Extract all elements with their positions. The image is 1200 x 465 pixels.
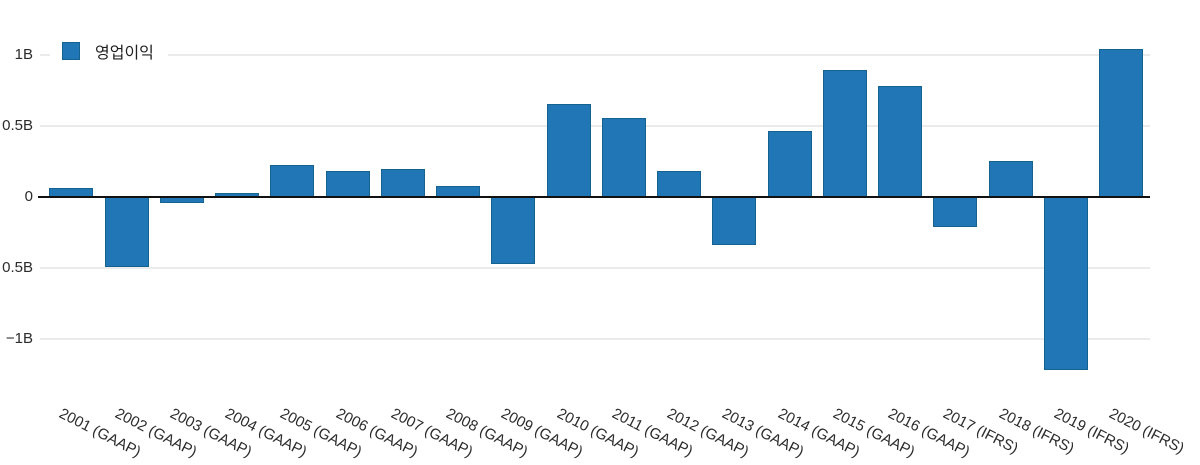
bar-2018[interactable] bbox=[989, 161, 1033, 197]
gridline-0.5B bbox=[40, 267, 1150, 269]
y-axis-tick-label: −1B bbox=[5, 330, 33, 347]
gridline-1B bbox=[40, 54, 1150, 56]
bar-2020[interactable] bbox=[1099, 49, 1143, 197]
y-axis-tick-label: 0.5B bbox=[2, 117, 33, 134]
bar-2011[interactable] bbox=[602, 118, 646, 197]
legend-swatch-icon bbox=[62, 42, 80, 60]
bar-2005[interactable] bbox=[270, 165, 314, 197]
y-axis-tick-label: 1B bbox=[14, 46, 33, 63]
x-axis-zero-line bbox=[38, 196, 1150, 198]
bar-2019[interactable] bbox=[1044, 197, 1088, 370]
legend-label: 영업이익 bbox=[95, 45, 154, 62]
bar-2016[interactable] bbox=[878, 86, 922, 197]
y-axis-tick-label: 0.5B bbox=[2, 259, 33, 276]
y-axis-tick-label: 0 bbox=[24, 188, 33, 205]
bar-2014[interactable] bbox=[768, 131, 812, 197]
bar-2012[interactable] bbox=[657, 171, 701, 197]
bar-2007[interactable] bbox=[381, 169, 425, 197]
legend-item-operating-profit[interactable]: 영업이익 bbox=[50, 33, 168, 69]
bar-2006[interactable] bbox=[326, 171, 370, 197]
bar-2013[interactable] bbox=[712, 197, 756, 245]
bar-2009[interactable] bbox=[491, 197, 535, 264]
bar-2017[interactable] bbox=[933, 197, 977, 227]
gridline-−1B bbox=[40, 338, 1150, 340]
bar-2002[interactable] bbox=[105, 197, 149, 267]
bar-2015[interactable] bbox=[823, 70, 867, 197]
gridline-0.5B bbox=[40, 125, 1150, 127]
bar-2010[interactable] bbox=[547, 104, 591, 197]
